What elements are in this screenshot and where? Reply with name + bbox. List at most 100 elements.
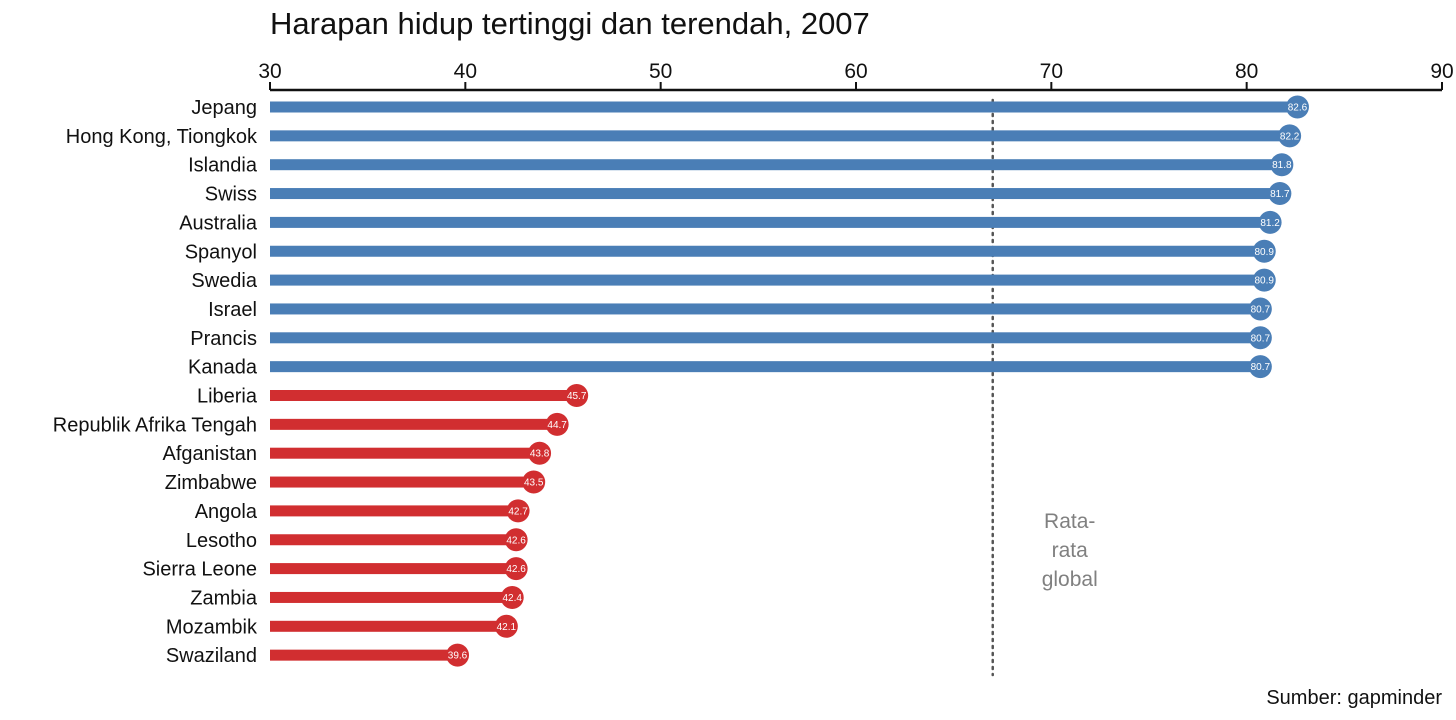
category-label: Israel: [208, 299, 257, 321]
category-label: Prancis: [190, 328, 257, 350]
bar: [270, 563, 517, 575]
bar-end-marker: [1278, 124, 1302, 148]
bar-row: Israel 80.7: [208, 297, 1272, 321]
bar-end-marker: [504, 528, 528, 552]
category-label: Republik Afrika Tengah: [53, 414, 257, 436]
bar: [270, 130, 1290, 142]
bar-row: Mozambik 42.1: [166, 614, 518, 638]
bar: [270, 418, 558, 430]
bar-end-marker: [506, 499, 530, 523]
category-label: Liberia: [197, 386, 258, 408]
reference-label-line: Rata-: [1044, 510, 1095, 533]
category-label: Mozambik: [166, 616, 258, 638]
bar: [270, 620, 507, 632]
bar: [270, 505, 519, 517]
bar-end-marker: [1268, 182, 1292, 206]
category-label: Swiss: [205, 184, 257, 206]
bar-end-marker: [1270, 153, 1294, 177]
reference-label-line: global: [1042, 568, 1098, 591]
bar-row: Kanada 80.7: [188, 355, 1272, 379]
value-label: 45.7: [567, 391, 587, 402]
value-label: 82.6: [1288, 103, 1308, 114]
x-axis: 30 40 50 60 70 80 90: [258, 60, 1454, 92]
source-note: Sumber: gapminder: [1266, 687, 1442, 709]
category-label: Islandia: [188, 155, 258, 177]
category-label: Zambia: [190, 587, 258, 609]
bar-end-marker: [528, 441, 552, 465]
bar-row: Lesotho 42.6: [186, 528, 528, 552]
bar-end-marker: [1248, 355, 1272, 379]
bar-end-marker: [1248, 326, 1272, 350]
bar-end-marker: [446, 643, 470, 667]
x-tick-label: 70: [1040, 60, 1063, 83]
bar-row: Australia 81.2: [179, 210, 1282, 234]
bar-row: Republik Afrika Tengah 44.7: [53, 412, 569, 436]
x-tick-label: 90: [1430, 60, 1453, 83]
value-label: 81.8: [1272, 160, 1292, 171]
bar-end-marker: [494, 614, 518, 638]
category-label: Spanyol: [185, 241, 257, 263]
bar: [270, 332, 1261, 344]
bars-group: Jepang 82.6 Hong Kong, Tiongkok 82.2 Islandi…: [53, 95, 1309, 667]
bar: [270, 649, 458, 661]
bar: [270, 361, 1261, 373]
category-label: Hong Kong, Tiongkok: [66, 126, 258, 148]
bar: [270, 159, 1282, 171]
x-tick-label: 30: [258, 60, 281, 83]
bar-row: Afganistan 43.8: [162, 441, 552, 465]
category-label: Afganistan: [162, 443, 257, 465]
value-label: 80.7: [1251, 304, 1271, 315]
bar-row: Zimbabwe 43.5: [165, 470, 546, 494]
category-label: Kanada: [188, 357, 258, 379]
bar: [270, 390, 577, 401]
value-label: 80.7: [1251, 333, 1271, 344]
value-label: 42.6: [506, 564, 526, 575]
value-label: 42.6: [506, 535, 526, 546]
value-label: 80.9: [1255, 276, 1275, 287]
bar-row: Swiss 81.7: [205, 182, 1292, 206]
x-tick-label: 60: [844, 60, 867, 83]
bar-end-marker: [1285, 95, 1309, 119]
bar: [270, 591, 513, 603]
bar: [270, 534, 517, 546]
value-label: 42.4: [502, 593, 522, 604]
bar-end-marker: [1252, 239, 1276, 263]
bar: [270, 274, 1265, 286]
bar: [270, 188, 1280, 200]
category-label: Lesotho: [186, 530, 257, 552]
bar-row: Angola 42.7: [195, 499, 530, 523]
bar-row: Liberia 45.7: [197, 384, 589, 408]
bar-row: Islandia 81.8: [188, 153, 1294, 177]
global-average-reference: Rata-rata global: [991, 98, 1098, 677]
bar: [270, 245, 1265, 257]
bar: [270, 303, 1261, 315]
reference-label-line: rata: [1052, 539, 1089, 562]
chart-title: Harapan hidup tertinggi dan terendah, 20…: [270, 6, 870, 41]
category-label: Zimbabwe: [165, 472, 257, 494]
category-label: Swaziland: [166, 645, 257, 667]
value-label: 42.7: [508, 506, 528, 517]
value-label: 42.1: [497, 622, 517, 633]
category-label: Swedia: [191, 270, 257, 292]
category-label: Sierra Leone: [142, 559, 257, 581]
bar-end-marker: [1258, 210, 1282, 234]
x-tick-label: 40: [454, 60, 477, 83]
bar: [270, 447, 540, 459]
bar-row: Jepang 82.6: [191, 95, 1309, 119]
x-tick-label: 80: [1235, 60, 1258, 83]
value-label: 80.7: [1251, 362, 1271, 373]
bar-row: Zambia 42.4: [190, 585, 524, 609]
bar-end-marker: [504, 557, 528, 581]
bar: [270, 216, 1271, 228]
value-label: 43.5: [524, 478, 544, 489]
category-label: Angola: [195, 501, 258, 523]
bar: [270, 101, 1298, 113]
bar: [270, 476, 534, 488]
bar-row: Spanyol 80.9: [185, 239, 1276, 263]
bar-row: Swaziland 39.6: [166, 643, 470, 667]
bar-end-marker: [522, 470, 546, 494]
bar-end-marker: [545, 412, 569, 436]
value-label: 81.2: [1260, 218, 1280, 229]
value-label: 44.7: [547, 420, 567, 431]
